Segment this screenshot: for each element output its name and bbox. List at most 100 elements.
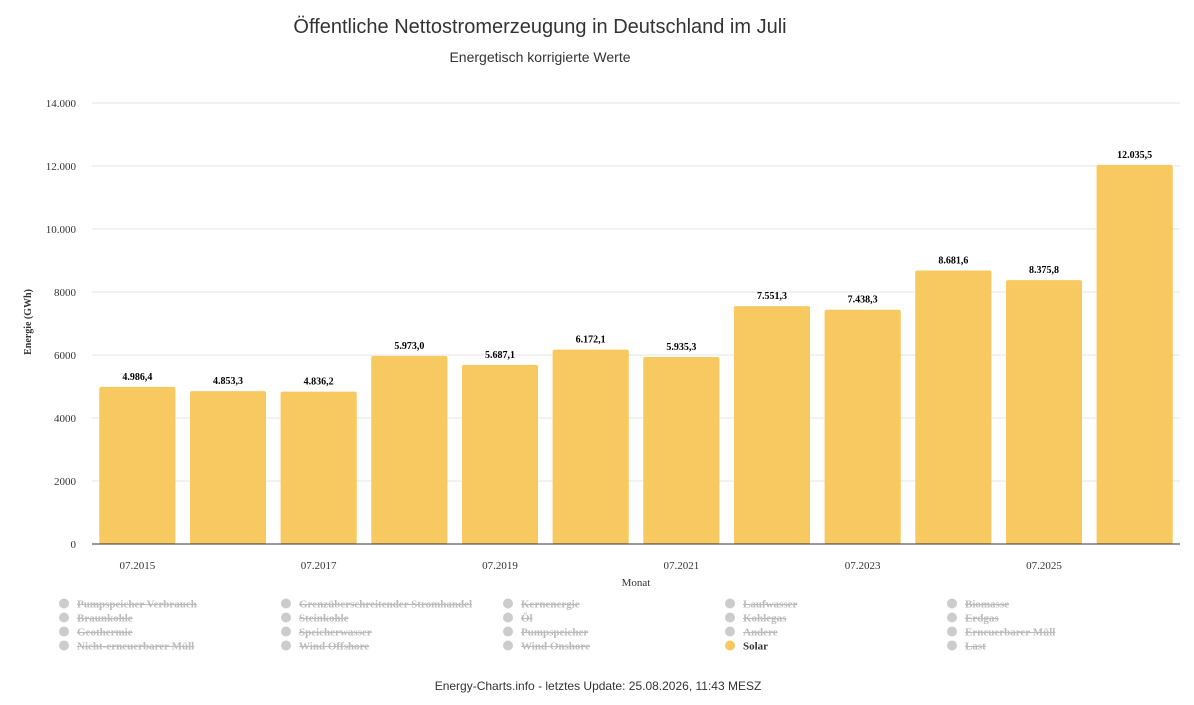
legend-item[interactable]: Kohlegas: [725, 612, 787, 625]
data-label: 12.035,5: [1117, 150, 1152, 161]
data-label: 4.836,2: [304, 377, 334, 388]
bar-07.2023[interactable]: [824, 309, 901, 544]
data-label: 8.681,6: [938, 256, 968, 267]
legend-marker: [59, 626, 69, 637]
legend-item[interactable]: Pumpspeicher Verbrauch: [59, 598, 197, 611]
legend-item[interactable]: Last: [947, 640, 986, 653]
data-label: 5.973,0: [394, 341, 424, 352]
bars: [99, 164, 1173, 544]
bar-07.2021[interactable]: [643, 357, 720, 544]
y-tick-label: 12.000: [46, 161, 77, 173]
legend-item[interactable]: Wind Onshore: [503, 640, 590, 653]
y-axis-title: Energie (GWh): [23, 289, 34, 355]
legend-item[interactable]: Biomasse: [947, 598, 1009, 611]
legend-label: Wind Offshore: [299, 641, 369, 653]
legend-marker: [947, 598, 957, 609]
data-label: 7.438,3: [848, 295, 878, 306]
legend-item[interactable]: Laufwasser: [725, 598, 798, 611]
legend-item[interactable]: Geothermie: [59, 626, 133, 639]
data-label: 5.935,3: [666, 342, 696, 353]
bar-07.2020[interactable]: [552, 349, 629, 544]
legend-marker: [59, 640, 69, 651]
legend-label: Kohlegas: [743, 613, 787, 625]
legend-item[interactable]: Solar: [725, 640, 768, 653]
y-tick-label: 0: [71, 539, 77, 551]
legend-item[interactable]: Steinkohle: [281, 612, 349, 625]
legend-marker: [281, 626, 291, 637]
legend-item[interactable]: Erdgas: [947, 612, 999, 625]
legend-item[interactable]: Öl: [503, 612, 533, 625]
data-label: 4.986,4: [122, 372, 152, 383]
y-tick-label: 14.000: [46, 98, 77, 110]
legend-item[interactable]: Braunkohle: [59, 612, 133, 625]
footer-text: Energy-Charts.info - letztes Update: 25.…: [435, 679, 762, 693]
x-tick-label: 07.2021: [663, 560, 699, 572]
legend-label: Erdgas: [965, 613, 999, 625]
bar-07.2016[interactable]: [189, 391, 267, 544]
legend-item[interactable]: Andere: [725, 626, 778, 639]
legend-item[interactable]: Grenzüberschreitender Stromhandel: [281, 598, 472, 611]
y-tick-label: 4000: [54, 413, 77, 425]
bar-07.2017[interactable]: [280, 391, 357, 544]
bar-07.2024[interactable]: [915, 270, 992, 544]
bar-07.2019[interactable]: [461, 364, 539, 544]
legend-label: Laufwasser: [743, 599, 798, 611]
bar-07.2018[interactable]: [371, 355, 448, 544]
data-label: 8.375,8: [1029, 265, 1059, 276]
legend-marker: [725, 640, 735, 651]
legend-label: Wind Onshore: [521, 641, 590, 653]
x-axis-ticks: 07.2015 07.2017 07.2019 07.2021 07.2023 07.20…: [119, 560, 1062, 572]
legend-marker: [725, 612, 735, 623]
legend-item[interactable]: Pumpspeicher: [503, 626, 588, 639]
legend-label: Solar: [743, 641, 768, 653]
grid: 0 2000 4000 6000 8000 10.000 12.000 14.000: [46, 98, 1180, 551]
legend-label: Öl: [521, 612, 533, 625]
data-labels: 4.986,4 4.853,3 4.836,2 5.973,0 5.687,1 6.172…: [122, 150, 1152, 388]
legend-label: Geothermie: [77, 627, 133, 639]
legend-item[interactable]: Nicht-erneuerbarer Müll: [59, 640, 194, 653]
legend-item[interactable]: Kernenergie: [503, 598, 580, 611]
bar-07.2026[interactable]: [1096, 164, 1173, 544]
bar-07.2015[interactable]: [99, 386, 176, 544]
legend-label: Nicht-erneuerbarer Müll: [77, 641, 194, 653]
legend-marker: [947, 612, 957, 623]
legend-marker: [503, 640, 513, 651]
data-label: 6.172,1: [576, 335, 606, 346]
legend-marker: [725, 598, 735, 609]
legend-marker: [947, 626, 957, 637]
legend-label: Erneuerbarer Müll: [965, 627, 1055, 639]
legend-marker: [281, 640, 291, 651]
chart-title: Öffentliche Nettostromerzeugung in Deuts…: [293, 16, 786, 38]
legend-marker: [947, 640, 957, 651]
legend-label: Pumpspeicher: [521, 627, 588, 639]
data-label: 5.687,1: [485, 350, 515, 361]
legend-item[interactable]: Erneuerbarer Müll: [947, 626, 1055, 639]
legend-label: Steinkohle: [299, 613, 349, 625]
data-label: 4.853,3: [213, 376, 243, 387]
legend-marker: [59, 612, 69, 623]
y-tick-label: 8000: [54, 287, 77, 299]
legend-item[interactable]: Wind Offshore: [281, 640, 369, 653]
chart-subtitle: Energetisch korrigierte Werte: [449, 49, 630, 65]
legend-marker: [725, 626, 735, 637]
legend-label: Last: [965, 641, 986, 653]
legend-label: Andere: [743, 627, 778, 639]
legend-label: Speicherwasser: [299, 627, 372, 639]
y-tick-label: 6000: [54, 350, 77, 362]
x-axis-title: Monat: [622, 577, 651, 589]
y-tick-label: 2000: [54, 476, 77, 488]
y-tick-label: 10.000: [46, 224, 77, 236]
legend-marker: [503, 598, 513, 609]
legend-label: Pumpspeicher Verbrauch: [77, 599, 197, 611]
bar-07.2022[interactable]: [733, 306, 811, 544]
legend-marker: [281, 598, 291, 609]
bar-07.2025[interactable]: [1005, 280, 1083, 544]
data-label: 7.551,3: [757, 291, 787, 302]
legend-item[interactable]: Speicherwasser: [281, 626, 372, 639]
x-tick-label: 07.2017: [301, 560, 337, 572]
x-tick-label: 07.2025: [1026, 560, 1062, 572]
legend-marker: [281, 612, 291, 623]
legend: Pumpspeicher Verbrauch Grenzüberschreiten…: [59, 598, 1055, 653]
legend-label: Braunkohle: [77, 613, 133, 625]
